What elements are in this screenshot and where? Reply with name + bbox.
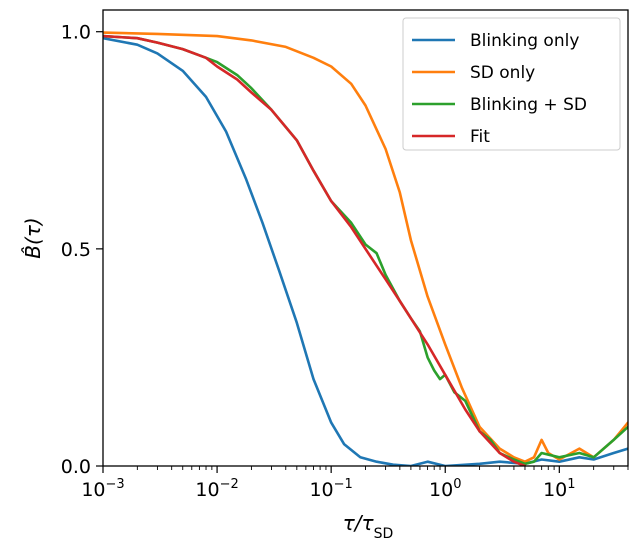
legend-label-2: Blinking + SD [470,95,587,115]
y-tick-label-0: 0.0 [61,456,91,478]
series-layer [103,31,628,466]
y-tick-label-1: 0.5 [61,239,91,261]
x-axis-label: τ/τSD [343,511,394,542]
x-tick-label-3: 100 [429,477,461,501]
series-line-3 [103,34,527,466]
legend: Blinking only SD only Blinking + SD Fit [402,17,621,151]
y-axis-ticks: 0.0 0.5 1.0 [61,22,103,478]
y-axis-label: B̂(τ) [21,217,45,258]
x-axis-ticks: 10−3 10−2 10−1 100 101 [81,466,629,501]
legend-label-0: Blinking only [470,31,579,51]
x-tick-label-1: 10−2 [195,477,238,501]
series-line-0 [103,36,628,466]
legend-box [402,17,621,151]
x-tick-label-2: 10−1 [309,477,352,501]
y-tick-label-2: 1.0 [61,22,91,44]
x-tick-label-4: 101 [543,477,575,501]
legend-label-1: SD only [470,63,535,83]
legend-label-3: Fit [470,127,490,147]
x-tick-label-0: 10−3 [81,477,124,501]
